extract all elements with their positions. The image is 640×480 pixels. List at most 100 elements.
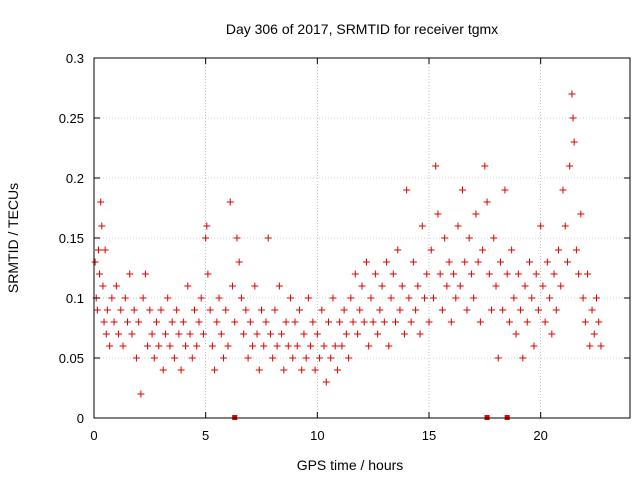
data-point (161, 330, 169, 338)
data-point (246, 318, 254, 326)
data-point (235, 258, 243, 266)
data-point (463, 306, 471, 314)
data-point (436, 270, 444, 278)
data-point (313, 330, 321, 338)
data-point (224, 342, 232, 350)
data-point (365, 342, 373, 350)
data-point (311, 366, 319, 374)
data-point (461, 258, 469, 266)
data-point (550, 270, 558, 278)
data-point (100, 318, 108, 326)
data-point (242, 306, 250, 314)
data-point (102, 330, 110, 338)
data-point (530, 342, 538, 350)
data-point (159, 366, 167, 374)
data-point (371, 270, 379, 278)
x-axis-label: GPS time / hours (297, 457, 404, 473)
data-point (211, 366, 219, 374)
data-point (470, 294, 478, 302)
data-point (488, 306, 496, 314)
chart-title: Day 306 of 2017, SRMTID for receiver tgm… (226, 21, 498, 37)
y-tick-label: 0.15 (59, 231, 84, 246)
data-point (490, 234, 498, 242)
grid-lines (94, 58, 630, 418)
data-point (394, 246, 402, 254)
data-point (378, 282, 386, 290)
data-point (383, 258, 391, 266)
data-point (405, 294, 413, 302)
data-point (96, 270, 104, 278)
data-point (175, 330, 183, 338)
data-point (338, 342, 346, 350)
data-point (316, 354, 324, 362)
data-point (101, 246, 109, 254)
data-point (269, 354, 277, 362)
data-point (322, 378, 330, 386)
data-point (342, 330, 350, 338)
data-point (546, 294, 554, 302)
data-point (186, 330, 194, 338)
data-point (302, 354, 310, 362)
data-point (476, 318, 484, 326)
data-point (532, 270, 540, 278)
data-point (597, 342, 605, 350)
data-point (164, 294, 172, 302)
data-point (112, 282, 120, 290)
data-point (575, 270, 583, 278)
data-point (570, 138, 578, 146)
data-point (434, 210, 442, 218)
data-point (416, 330, 424, 338)
data-point (421, 294, 429, 302)
y-tick-label: 0.1 (66, 291, 84, 306)
data-point (465, 234, 473, 242)
data-point (191, 306, 198, 314)
data-point (202, 234, 210, 242)
data-point (220, 354, 228, 362)
data-point (539, 282, 547, 290)
data-point (452, 294, 460, 302)
data-point (208, 342, 216, 350)
data-point (203, 222, 211, 230)
data-point (537, 222, 545, 230)
data-point (501, 186, 509, 194)
data-point (517, 306, 525, 314)
data-point (441, 234, 449, 242)
data-point (569, 114, 577, 122)
data-point (115, 330, 123, 338)
data-point (566, 162, 574, 170)
x-tick-label: 5 (202, 428, 209, 443)
data-point (521, 282, 529, 290)
data-point (148, 330, 156, 338)
data-point (93, 306, 101, 314)
data-point (199, 330, 207, 338)
data-point (204, 270, 212, 278)
data-point (392, 318, 399, 326)
data-point (264, 234, 272, 242)
data-point (98, 222, 106, 230)
data-point (329, 294, 337, 302)
data-point (320, 342, 328, 350)
data-point (266, 330, 274, 338)
data-point (295, 306, 303, 314)
data-point (228, 282, 236, 290)
data-point (141, 270, 149, 278)
data-point (258, 306, 265, 314)
data-point (454, 222, 462, 230)
data-point (584, 270, 592, 278)
data-point (108, 294, 116, 302)
y-tick-label: 0 (77, 411, 84, 426)
data-point (519, 354, 527, 362)
data-point (443, 282, 451, 290)
data-point (577, 210, 585, 218)
axis-ticks: 0 0.05 0.1 0.15 0.2 0.25 0.3 0 5 10 15 20 (59, 51, 630, 443)
data-point (590, 330, 598, 338)
data-point (117, 306, 125, 314)
data-point (481, 162, 489, 170)
data-point (557, 282, 565, 290)
data-point (103, 306, 111, 314)
data-point (423, 270, 431, 278)
data-point (333, 366, 341, 374)
data-point (293, 342, 301, 350)
data-point (240, 330, 248, 338)
data-point (188, 354, 196, 362)
